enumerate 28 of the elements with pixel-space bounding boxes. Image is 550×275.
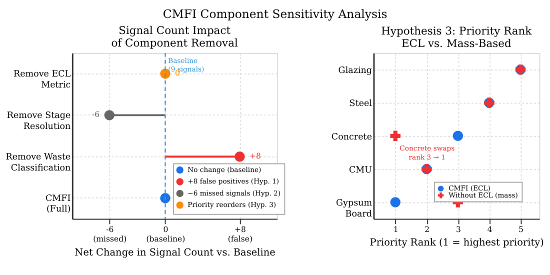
text: CMFI Component Sensitivity Analysis <box>162 6 388 21</box>
data-label: +8 <box>249 152 261 161</box>
x-tick-label: 0 (baseline) <box>146 224 186 244</box>
point <box>452 130 464 142</box>
data-label: -6 <box>92 110 100 120</box>
x-axis-title: Net Change in Signal Count vs. Baseline <box>74 247 276 258</box>
x-axis-title: Priority Rank (1 = highest priority) <box>370 238 544 249</box>
y-tick-label: CMU <box>348 165 372 176</box>
x-tick-label: 3 <box>456 224 461 234</box>
y-tick-label: Remove Stage Resolution <box>6 111 72 132</box>
chart-title: Hypothesis 3: Priority Rank ECL vs. Mass-Based <box>381 24 532 50</box>
x-tick-label: 2 <box>424 224 430 234</box>
chart-title: Signal Count Impact of Component Removal <box>111 24 238 50</box>
y-tick-label: Glazing <box>338 66 372 76</box>
y-tick-label: Steel <box>349 99 372 110</box>
x-tick-label: +8 (false) <box>228 224 253 244</box>
x-tick-label: -6 (missed) <box>93 224 127 244</box>
y-tick-label: Remove Waste Classification <box>6 152 72 174</box>
y-tick-label: Gypsum Board <box>336 198 373 220</box>
y-tick-label: Concrete <box>331 132 372 142</box>
x-tick-label: 1 <box>393 224 398 234</box>
y-tick-label: Remove ECL Metric <box>13 70 71 90</box>
y-tick-label: CMFI (Full) <box>45 194 71 215</box>
x-tick-label: 5 <box>518 224 524 234</box>
data-label: 0 <box>175 68 180 78</box>
point <box>390 197 400 208</box>
x-tick-label: 4 <box>487 224 492 234</box>
point <box>390 130 400 142</box>
